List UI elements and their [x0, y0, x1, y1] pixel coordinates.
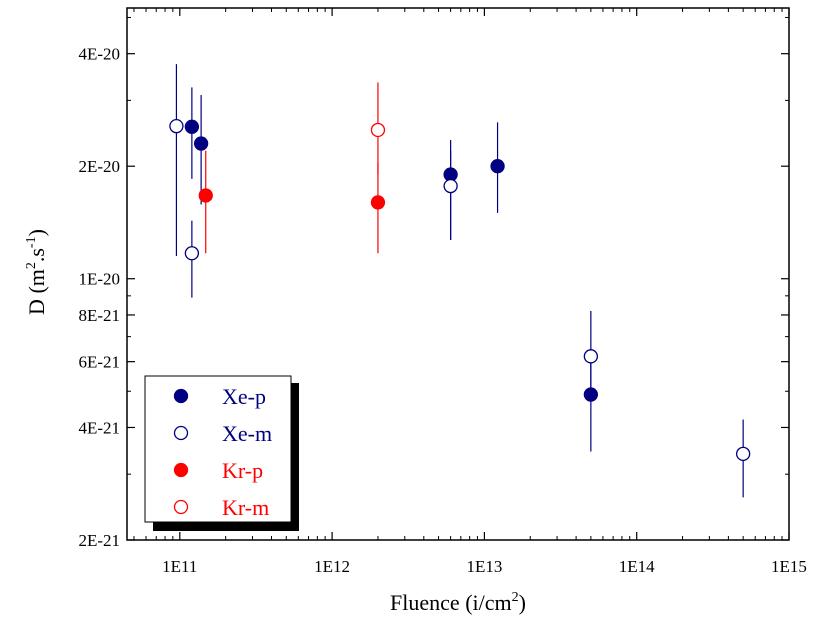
x-tick-label: 1E14 — [619, 557, 655, 576]
y-tick-label: 2E-21 — [78, 531, 120, 550]
legend-box — [144, 375, 292, 523]
x-tick-label: 1E11 — [162, 557, 197, 576]
x-tick-label: 1E13 — [466, 557, 502, 576]
y-tick-label: 6E-21 — [78, 353, 120, 372]
legend-marker-kr-m — [173, 499, 189, 515]
data-point-xe-m — [583, 349, 599, 364]
data-point-xe-m — [736, 446, 751, 462]
data-point-xe-m — [169, 118, 184, 134]
points-layer — [169, 118, 751, 462]
data-point-xe-p — [193, 136, 209, 151]
ticks-layer: 1E11 1E12 1E13 1E14 1E15 2E-21 4E-21 6E-21 8E-21… — [78, 8, 807, 576]
legend-marker-xe-m — [173, 425, 189, 441]
y-axis-title: D (m2.s-1) — [24, 229, 49, 315]
data-point-xe-p — [184, 119, 200, 134]
y-tick-label: 1E-20 — [78, 270, 120, 289]
data-point-xe-p — [490, 159, 505, 174]
y-tick-label: 4E-21 — [78, 418, 120, 437]
data-point-kr-p — [198, 188, 213, 203]
legend-label-xe-p: Xe-p — [222, 384, 266, 409]
legend: Xe-p Xe-m Kr-p Kr-m — [144, 375, 299, 531]
data-point-kr-p — [370, 195, 386, 210]
legend-marker-kr-p — [173, 462, 189, 478]
y-tick-label: 4E-20 — [78, 45, 120, 64]
x-tick-label: 1E15 — [771, 557, 807, 576]
legend-label-kr-m: Kr-m — [222, 495, 269, 520]
y-tick-label: 8E-21 — [78, 306, 120, 325]
data-point-xe-p — [583, 387, 599, 402]
x-axis-title: Fluence (i/cm2) — [390, 590, 526, 615]
data-point-xe-m — [184, 246, 200, 261]
data-point-kr-m — [370, 122, 386, 138]
plot-frame — [126, 7, 790, 541]
legend-label-xe-m: Xe-m — [222, 421, 272, 446]
data-point-xe-m — [443, 178, 458, 194]
y-tick-label: 2E-20 — [78, 157, 120, 176]
legend-marker-xe-p — [173, 388, 189, 404]
legend-label-kr-p: Kr-p — [222, 458, 263, 483]
x-tick-label: 1E12 — [314, 557, 350, 576]
